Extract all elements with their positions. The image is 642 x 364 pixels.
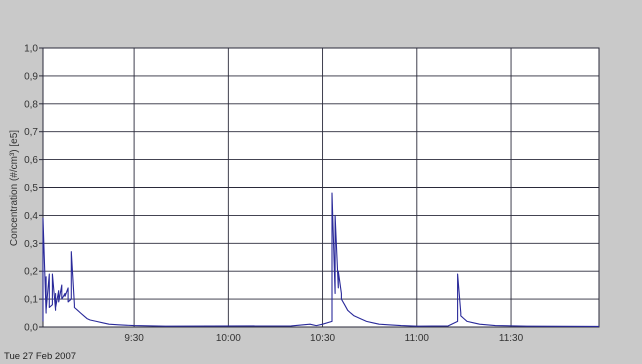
y-tick-label: 0,4 bbox=[24, 211, 38, 222]
footer-date: Tue 27 Feb 2007 bbox=[4, 351, 76, 362]
gridlines bbox=[43, 48, 599, 327]
x-tick-label: 9:30 bbox=[124, 333, 144, 344]
y-axis-title: Concentration (#/cm³) [e5] bbox=[9, 130, 20, 246]
x-tick-label: 10:30 bbox=[310, 333, 335, 344]
y-tick-label: 0,2 bbox=[24, 267, 38, 278]
y-tick-label: 0,1 bbox=[24, 295, 38, 306]
series-layer bbox=[42, 192, 600, 327]
x-tick-label: 10:00 bbox=[216, 333, 241, 344]
series-line bbox=[42, 192, 600, 327]
y-axis-ticks: 0,0 0,1 0,2 0,3 0,4 0,5 0,6 0,7 0,8 0,9 1,0 bbox=[24, 44, 43, 334]
x-tick-label: 11:00 bbox=[405, 333, 430, 344]
x-axis-ticks: 9:30 10:00 10:30 11:00 11:30 bbox=[124, 333, 523, 344]
y-tick-label: 0,7 bbox=[24, 127, 38, 138]
y-tick-label: 1,0 bbox=[24, 44, 38, 55]
y-tick-label: 0,6 bbox=[24, 155, 38, 166]
y-tick-label: 0,9 bbox=[24, 71, 38, 82]
y-tick-label: 0,3 bbox=[24, 239, 38, 250]
y-tick-label: 0,5 bbox=[24, 183, 38, 194]
x-tick-label: 11:30 bbox=[499, 333, 524, 344]
y-tick-label: 0,8 bbox=[24, 99, 38, 110]
y-tick-label: 0,0 bbox=[24, 323, 38, 334]
